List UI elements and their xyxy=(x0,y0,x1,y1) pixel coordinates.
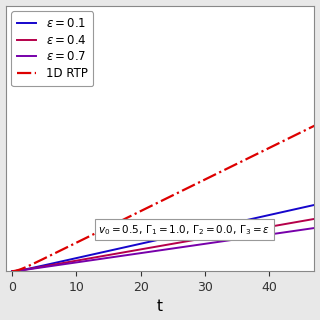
$\varepsilon = 0.1$ xyxy=(10,269,14,273)
Line: $\varepsilon = 0.7$: $\varepsilon = 0.7$ xyxy=(12,228,315,271)
$\varepsilon = 0.4$ xyxy=(132,249,136,252)
1D RTP xyxy=(313,124,316,128)
$\varepsilon = 0.7$ xyxy=(246,236,250,240)
$\varepsilon = 0.4$ xyxy=(41,265,45,268)
1D RTP xyxy=(252,154,255,158)
1D RTP xyxy=(143,207,147,211)
$\varepsilon = 0.1$ xyxy=(132,243,136,247)
Line: $\varepsilon = 0.4$: $\varepsilon = 0.4$ xyxy=(12,219,315,271)
Legend: $\varepsilon = 0.1$, $\varepsilon = 0.4$, $\varepsilon = 0.7$, 1D RTP: $\varepsilon = 0.1$, $\varepsilon = 0.4$… xyxy=(12,12,93,86)
$\varepsilon = 0.7$ xyxy=(41,265,45,269)
$\varepsilon = 0.7$ xyxy=(313,226,316,230)
$\varepsilon = 0.7$ xyxy=(10,269,14,273)
$\varepsilon = 0.1$ xyxy=(246,218,250,222)
1D RTP xyxy=(10,269,14,273)
$\varepsilon = 0.4$ xyxy=(313,217,316,221)
$\varepsilon = 0.1$ xyxy=(143,241,147,245)
$\varepsilon = 0.4$ xyxy=(143,247,147,251)
X-axis label: t: t xyxy=(157,300,163,315)
$\varepsilon = 0.7$ xyxy=(143,251,147,254)
$\varepsilon = 0.7$ xyxy=(218,240,222,244)
$\varepsilon = 0.4$ xyxy=(218,234,222,237)
$\varepsilon = 0.1$ xyxy=(252,217,255,220)
$\varepsilon = 0.1$ xyxy=(313,203,316,207)
1D RTP xyxy=(218,170,222,174)
$\varepsilon = 0.1$ xyxy=(218,224,222,228)
1D RTP xyxy=(41,257,45,261)
1D RTP xyxy=(246,156,250,160)
Line: $\varepsilon = 0.1$: $\varepsilon = 0.1$ xyxy=(12,205,315,271)
$\varepsilon = 0.4$ xyxy=(246,229,250,233)
Line: 1D RTP: 1D RTP xyxy=(12,126,315,271)
$\varepsilon = 0.7$ xyxy=(252,235,255,239)
1D RTP xyxy=(132,212,136,216)
$\varepsilon = 0.4$ xyxy=(10,269,14,273)
Text: $v_0 = 0.5,\, \Gamma_1 = 1.0,\, \Gamma_2 = 0.0,\, \Gamma_3 = \varepsilon$: $v_0 = 0.5,\, \Gamma_1 = 1.0,\, \Gamma_2… xyxy=(98,223,270,236)
$\varepsilon = 0.7$ xyxy=(132,252,136,256)
$\varepsilon = 0.4$ xyxy=(252,228,255,232)
$\varepsilon = 0.1$ xyxy=(41,264,45,268)
